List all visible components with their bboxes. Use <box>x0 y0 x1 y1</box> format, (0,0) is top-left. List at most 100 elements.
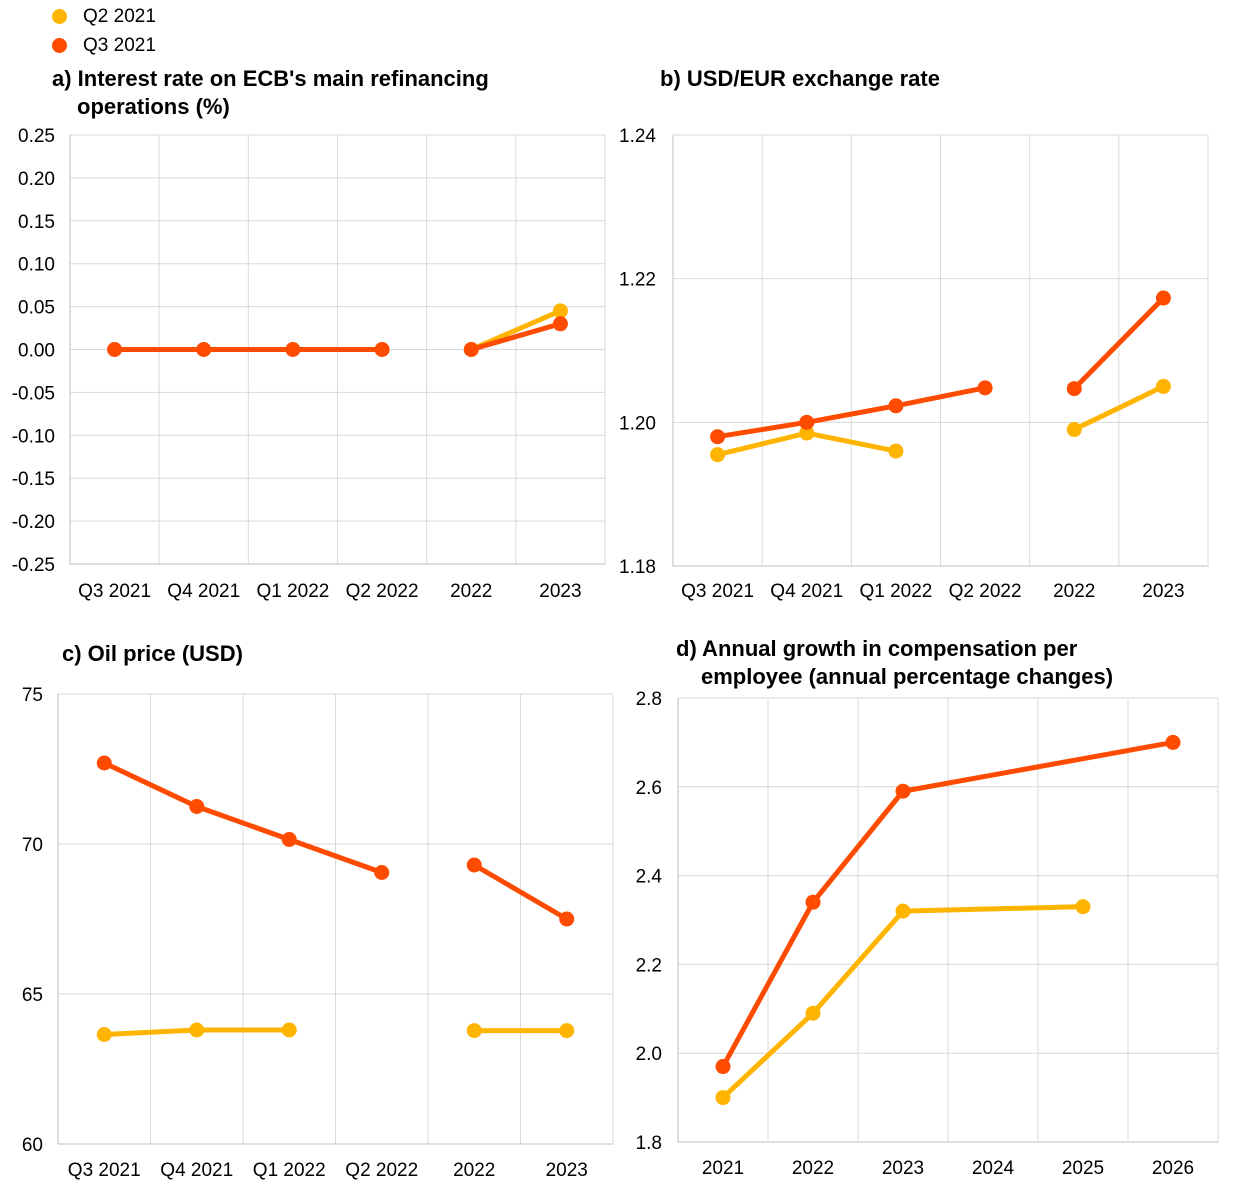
x-tick-label: Q3 2021 <box>681 581 754 602</box>
y-tick-label: 60 <box>22 1135 43 1156</box>
data-point <box>281 1022 297 1038</box>
y-tick-label: 0.15 <box>18 212 55 233</box>
y-tick-label: -0.05 <box>12 383 55 404</box>
series-line <box>1071 383 1166 433</box>
chart-a-interest-rate: 0.25 0.20 0.15 0.10 0.05 0.00 -0.05 -0.10 -0.15 -… <box>12 126 606 602</box>
data-point <box>977 380 993 396</box>
y-tick-label: 2.4 <box>636 867 663 888</box>
y-tick-label: 2.6 <box>636 778 662 799</box>
data-point <box>559 1023 575 1039</box>
legend-item-q2-2021: Q2 2021 <box>52 2 156 31</box>
legend-item-q3-2021: Q3 2021 <box>52 31 156 60</box>
y-tick-label: -0.15 <box>12 469 55 490</box>
y-tick-label: 0.00 <box>18 341 55 362</box>
y-tick-label: 0.10 <box>18 255 55 276</box>
panel-a-title: a) Interest rate on ECB's main refinanci… <box>52 65 489 121</box>
y-tick-label: 2.2 <box>636 955 662 976</box>
data-point <box>189 799 205 814</box>
x-tick-label: 2025 <box>1062 1158 1104 1179</box>
y-tick-label: 2.8 <box>636 689 662 710</box>
panel-d-title-line1: d) Annual growth in compensation per <box>676 636 1078 661</box>
y-tick-label: 0.25 <box>18 126 55 147</box>
data-point <box>888 398 904 414</box>
legend-label-q3-2021: Q3 2021 <box>83 34 156 56</box>
data-point <box>1066 381 1082 397</box>
x-tick-label: Q1 2022 <box>859 581 932 602</box>
data-point <box>374 865 390 880</box>
data-point <box>466 857 482 873</box>
series-line <box>468 321 563 352</box>
data-point <box>805 1005 821 1021</box>
x-tick-label: 2023 <box>546 1160 588 1181</box>
data-point <box>1155 378 1171 394</box>
data-point <box>710 429 726 445</box>
data-point <box>1066 422 1082 438</box>
data-point <box>96 1027 112 1042</box>
x-tick-label: 2026 <box>1152 1158 1194 1179</box>
y-tick-label: -0.10 <box>12 426 55 447</box>
y-tick-label: 70 <box>22 835 43 856</box>
panel-a-title-line2: operations (%) <box>77 94 230 119</box>
panel-c-title: c) Oil price (USD) <box>62 640 243 668</box>
x-tick-label: Q3 2021 <box>78 581 151 602</box>
data-point <box>888 443 904 459</box>
y-tick-label: 2.0 <box>636 1044 662 1065</box>
data-point <box>552 316 568 332</box>
data-point <box>107 342 123 357</box>
y-tick-label: 0.05 <box>18 298 55 319</box>
data-point <box>189 1022 205 1038</box>
panel-a-title-line1: a) Interest rate on ECB's main refinanci… <box>52 66 489 91</box>
data-point <box>805 894 821 910</box>
x-tick-label: Q2 2022 <box>346 581 419 602</box>
data-point <box>715 1090 731 1106</box>
legend-swatch-q2-2021 <box>52 9 67 24</box>
y-tick-label: 1.18 <box>619 557 656 578</box>
data-point <box>799 425 815 441</box>
data-point <box>196 342 212 357</box>
data-point <box>466 1023 482 1039</box>
y-tick-label: 75 <box>22 685 43 706</box>
panel-b-title-line1: b) USD/EUR exchange rate <box>660 66 940 91</box>
chart-b-exchange-rate: 1.24 1.22 1.20 1.18 Q3 2021 Q4 2021 Q1 2022 Q2 … <box>619 126 1209 602</box>
data-point <box>799 414 815 430</box>
data-point <box>96 755 112 771</box>
x-tick-label: Q2 2022 <box>949 581 1022 602</box>
data-point <box>1075 899 1091 915</box>
data-point <box>895 903 911 919</box>
data-point <box>374 342 390 357</box>
x-tick-label: Q4 2021 <box>770 581 843 602</box>
panel-d-title-line2: employee (annual percentage changes) <box>701 664 1114 689</box>
panel-c-title-line1: c) Oil price (USD) <box>62 641 243 666</box>
chart-d-compensation-growth: 2.8 2.6 2.4 2.2 2.0 1.8 2021 2022 2023 2024 2025 20… <box>636 689 1219 1179</box>
series-line <box>1071 295 1166 392</box>
x-tick-label: 2022 <box>1053 581 1095 602</box>
data-point <box>285 342 301 357</box>
data-point <box>1155 290 1171 306</box>
data-point <box>559 911 575 927</box>
data-point <box>1165 734 1181 750</box>
panel-d-title: d) Annual growth in compensation per emp… <box>676 635 1113 691</box>
data-point <box>715 1059 731 1075</box>
x-tick-label: Q4 2021 <box>160 1160 233 1181</box>
x-tick-label: 2024 <box>972 1158 1015 1179</box>
y-tick-label: -0.25 <box>12 555 55 576</box>
x-tick-label: 2022 <box>450 581 492 602</box>
x-tick-label: 2022 <box>792 1158 834 1179</box>
panel-b-title: b) USD/EUR exchange rate <box>660 65 940 93</box>
x-tick-label: 2023 <box>539 581 581 602</box>
data-point <box>710 447 726 463</box>
legend-label-q2-2021: Q2 2021 <box>83 5 156 27</box>
x-tick-label: Q2 2022 <box>345 1160 418 1181</box>
y-tick-label: 1.22 <box>619 270 656 291</box>
series-line <box>715 385 988 440</box>
series-line <box>720 904 1086 1101</box>
y-tick-label: 1.8 <box>636 1133 662 1154</box>
chart-c-oil-price: 75 70 65 60 Q3 2021 Q4 2021 Q1 2022 Q2 2022 2022… <box>22 685 614 1181</box>
y-tick-label: -0.20 <box>12 512 55 533</box>
x-tick-label: 2023 <box>882 1158 924 1179</box>
legend: Q2 2021 Q3 2021 <box>52 2 156 60</box>
data-point <box>895 783 911 799</box>
y-tick-label: 1.24 <box>619 126 656 147</box>
data-point <box>281 832 297 847</box>
legend-swatch-q3-2021 <box>52 38 67 53</box>
